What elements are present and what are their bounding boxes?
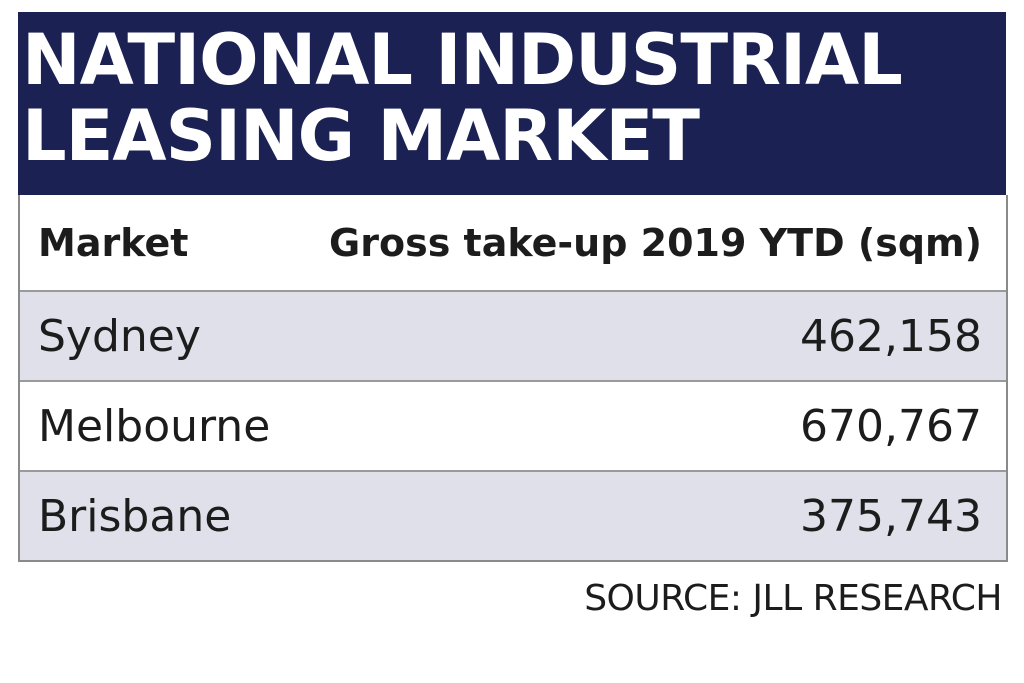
title-banner bbox=[18, 12, 1006, 195]
market-cell: Brisbane bbox=[38, 490, 232, 542]
value-cell: 375,743 bbox=[800, 490, 982, 542]
table-header-row: Market Gross take-up 2019 YTD (sqm) bbox=[20, 195, 1006, 290]
value-cell: 670,767 bbox=[800, 400, 982, 452]
table-row: Sydney 462,158 bbox=[20, 290, 1006, 380]
value-cell: 462,158 bbox=[800, 310, 982, 362]
market-cell: Sydney bbox=[38, 310, 201, 362]
table-row: Brisbane 375,743 bbox=[20, 470, 1006, 560]
column-header-take-up: Gross take-up 2019 YTD (sqm) bbox=[329, 220, 982, 265]
chart-title: NATIONAL INDUSTRIAL LEASING MARKET bbox=[22, 19, 903, 177]
table-row: Melbourne 670,767 bbox=[20, 380, 1006, 470]
market-cell: Melbourne bbox=[38, 400, 271, 452]
column-header-market: Market bbox=[38, 220, 189, 265]
title-line-2: LEASING MARKET bbox=[22, 95, 700, 177]
title-line-1: NATIONAL INDUSTRIAL bbox=[22, 19, 903, 101]
source-note: SOURCE: JLL RESEARCH bbox=[584, 578, 1002, 619]
data-table: Market Gross take-up 2019 YTD (sqm) Sydn… bbox=[18, 195, 1008, 562]
